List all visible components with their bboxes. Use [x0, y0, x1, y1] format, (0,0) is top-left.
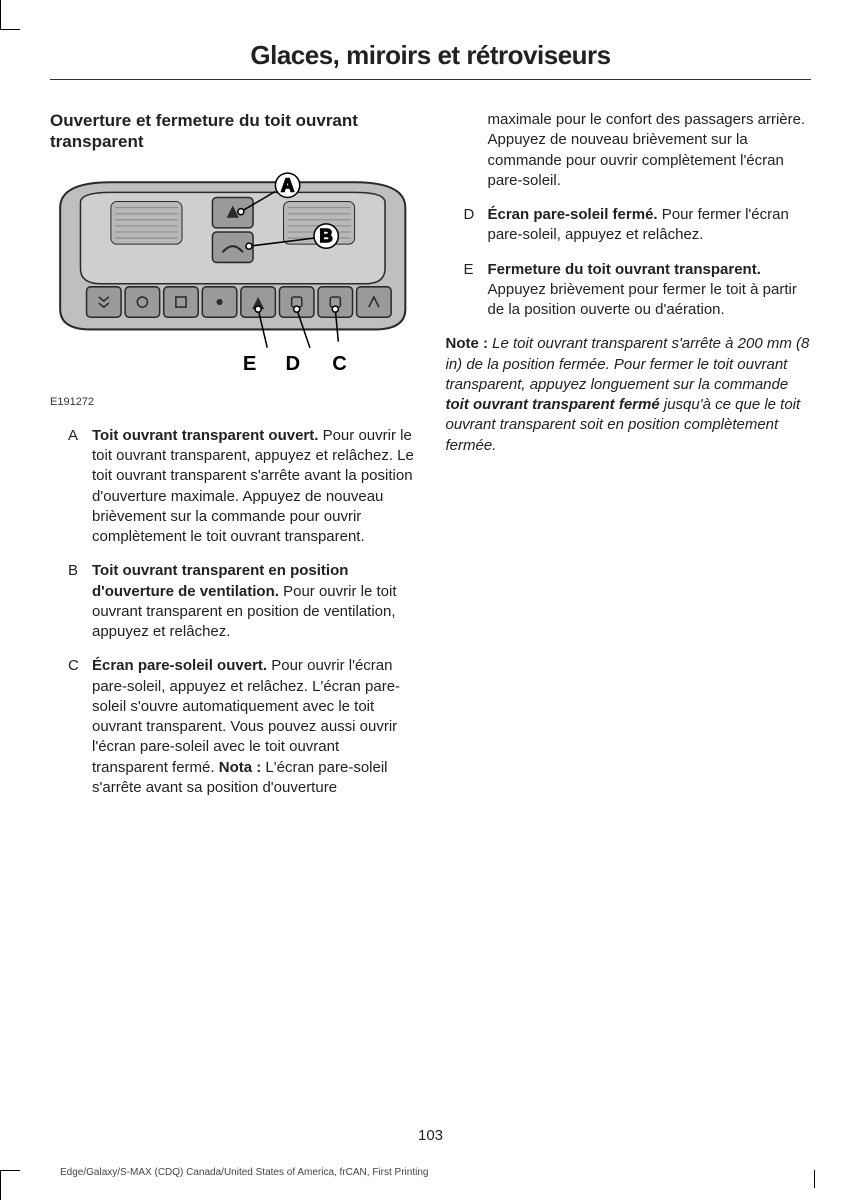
- crop-mark: [0, 0, 20, 30]
- def-letter: C: [50, 656, 74, 798]
- note-italic-1: Le toit ouvrant transparent s'arrête à 2…: [446, 335, 810, 393]
- def-body: Écran pare-soleil fermé. Pour fermer l'é…: [488, 205, 812, 246]
- crop-mark: [814, 1170, 815, 1188]
- def-text: Pour ouvrir le toit ouvrant transparent,…: [92, 427, 414, 545]
- def-letter: D: [446, 205, 470, 246]
- def-body: Toit ouvrant transparent ouvert. Pour ou…: [92, 426, 416, 548]
- footer-text: Edge/Galaxy/S-MAX (CDQ) Canada/United St…: [60, 1167, 428, 1178]
- definition-item-c-cont: maximale pour le confort des passagers a…: [446, 110, 812, 191]
- def-bold: Écran pare-soleil fermé.: [488, 206, 658, 223]
- note-label: Note :: [446, 335, 489, 352]
- crop-mark: [0, 1170, 20, 1200]
- definition-item-e: E Fermeture du toit ouvrant transparent.…: [446, 260, 812, 321]
- figure-code: E191272: [50, 396, 416, 408]
- def-body: maximale pour le confort des passagers a…: [488, 110, 812, 191]
- def-text: Appuyez brièvement pour fermer le toit à…: [488, 281, 797, 318]
- svg-text:A: A: [281, 174, 294, 195]
- section-heading: Ouverture et fermeture du toit ouvrant t…: [50, 110, 416, 153]
- svg-text:D: D: [286, 353, 301, 375]
- def-body: Fermeture du toit ouvrant transparent. A…: [488, 260, 812, 321]
- def-bold: Fermeture du toit ouvrant transparent.: [488, 261, 761, 278]
- def-bold: Toit ouvrant transparent ouvert.: [92, 427, 318, 444]
- definition-item-b: B Toit ouvrant transparent en position d…: [50, 561, 416, 642]
- note-bold-italic: toit ouvrant transparent fermé: [446, 396, 660, 413]
- def-letter: E: [446, 260, 470, 321]
- svg-text:E: E: [243, 353, 257, 375]
- svg-text:B: B: [320, 225, 333, 246]
- overhead-console-svg: A B E D C: [50, 167, 416, 390]
- def-bold: Écran pare-soleil ouvert.: [92, 657, 267, 674]
- def-body: Écran pare-soleil ouvert. Pour ouvrir l'…: [92, 656, 416, 798]
- content-columns: Ouverture et fermeture du toit ouvrant t…: [50, 110, 811, 812]
- def-bold2: Nota :: [219, 759, 262, 776]
- def-letter: B: [50, 561, 74, 642]
- definition-item-d: D Écran pare-soleil fermé. Pour fermer l…: [446, 205, 812, 246]
- note-paragraph: Note : Le toit ouvrant transparent s'arr…: [446, 334, 812, 456]
- svg-text:C: C: [332, 353, 347, 375]
- definition-item-a: A Toit ouvrant transparent ouvert. Pour …: [50, 426, 416, 548]
- overhead-console-figure: A B E D C: [50, 167, 416, 390]
- page-title: Glaces, miroirs et rétroviseurs: [50, 40, 811, 80]
- def-body: Toit ouvrant transparent en position d'o…: [92, 561, 416, 642]
- left-column: Ouverture et fermeture du toit ouvrant t…: [50, 110, 416, 812]
- right-column: maximale pour le confort des passagers a…: [446, 110, 812, 812]
- definition-item-c: C Écran pare-soleil ouvert. Pour ouvrir …: [50, 656, 416, 798]
- def-letter: A: [50, 426, 74, 548]
- def-letter-empty: [446, 110, 470, 191]
- page-number: 103: [0, 1127, 861, 1144]
